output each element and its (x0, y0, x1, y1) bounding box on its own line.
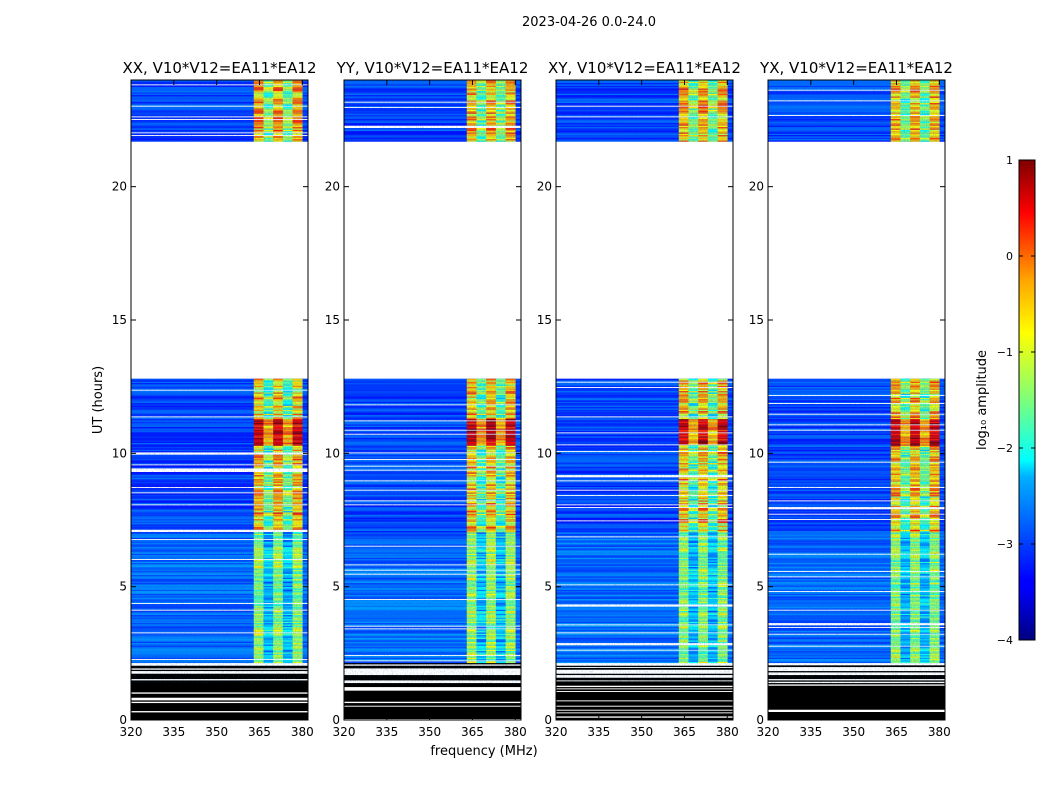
y-tick-label: 0 (756, 713, 764, 727)
x-tick-label: 320 (757, 725, 780, 739)
colorbar-tick-label: −2 (997, 442, 1013, 455)
colorbar-tick-label: −3 (997, 538, 1013, 551)
colorbar-label: log₁₀ amplitude (975, 350, 990, 450)
y-tick-label: 15 (749, 313, 764, 327)
x-tick-label: 335 (162, 725, 185, 739)
colorbar-gradient (1018, 159, 1036, 641)
y-tick-label: 5 (119, 580, 127, 594)
panel-title: YX, V10*V12=EA11*EA12 (759, 59, 953, 77)
y-tick-label: 20 (749, 180, 764, 194)
panel: XY, V10*V12=EA11*EA12 320 335 350 365 380 0 5 10… (537, 59, 741, 739)
y-tick-label: 5 (544, 580, 552, 594)
y-tick-label: 0 (544, 713, 552, 727)
x-tick-label: 335 (375, 725, 398, 739)
panel: YY, V10*V12=EA11*EA12 320 335 350 365 380 0 5 10… (325, 59, 529, 739)
colorbar-tick-label: −1 (997, 346, 1013, 359)
panel-frame (343, 79, 522, 721)
x-tick-label: 380 (716, 725, 739, 739)
heatmap-image (344, 80, 521, 721)
heatmap-image (556, 80, 733, 721)
x-tick-label: 335 (799, 725, 822, 739)
x-axis-label: frequency (MHz) (430, 744, 537, 759)
x-tick-label: 365 (248, 725, 271, 739)
panel-title: XX, V10*V12=EA11*EA12 (122, 59, 316, 77)
panels: XX, V10*V12=EA11*EA12 320 335 350 365 380 0 5 10… (112, 59, 953, 739)
y-tick-label: 15 (325, 313, 340, 327)
panel-frame (130, 79, 309, 721)
heatmap-image (131, 80, 308, 721)
figure-title: 2023-04-26 0.0-24.0 (522, 15, 656, 30)
y-tick-label: 15 (112, 313, 127, 327)
panel: YX, V10*V12=EA11*EA12 320 335 350 365 380 0 5 10… (749, 59, 953, 739)
y-tick-label: 15 (537, 313, 552, 327)
x-tick-label: 320 (333, 725, 356, 739)
x-tick-label: 335 (587, 725, 610, 739)
x-tick-label: 380 (504, 725, 527, 739)
panel-title: XY, V10*V12=EA11*EA12 (548, 59, 741, 77)
x-tick-label: 350 (842, 725, 865, 739)
y-tick-label: 5 (756, 580, 764, 594)
y-tick-label: 20 (325, 180, 340, 194)
y-tick-label: 20 (537, 180, 552, 194)
colorbar: 1 0 −1 −2 −3 −4 (997, 154, 1036, 647)
x-tick-label: 380 (928, 725, 951, 739)
y-tick-label: 0 (119, 713, 127, 727)
y-tick-label: 0 (332, 713, 340, 727)
y-tick-label: 10 (325, 446, 340, 460)
colorbar-tick-label: 0 (1006, 250, 1013, 263)
x-tick-label: 365 (461, 725, 484, 739)
heatmap-image (768, 80, 945, 721)
x-tick-label: 350 (630, 725, 653, 739)
colorbar-tick-label: 1 (1006, 154, 1013, 167)
y-tick-label: 10 (112, 446, 127, 460)
x-tick-label: 350 (418, 725, 441, 739)
colorbar-tick-label: −4 (997, 634, 1013, 647)
y-tick-label: 20 (112, 180, 127, 194)
x-tick-label: 320 (545, 725, 568, 739)
panel-title: YY, V10*V12=EA11*EA12 (336, 59, 529, 77)
x-tick-label: 320 (120, 725, 143, 739)
panel-frame (767, 79, 946, 721)
y-tick-label: 10 (537, 446, 552, 460)
x-tick-label: 365 (885, 725, 908, 739)
y-axis-label: UT (hours) (91, 366, 106, 434)
x-tick-label: 380 (291, 725, 314, 739)
panel-frame (555, 79, 734, 721)
panel: XX, V10*V12=EA11*EA12 320 335 350 365 380 0 5 10… (112, 59, 317, 739)
x-tick-label: 350 (205, 725, 228, 739)
x-tick-label: 365 (673, 725, 696, 739)
y-tick-label: 5 (332, 580, 340, 594)
y-tick-label: 10 (749, 446, 764, 460)
